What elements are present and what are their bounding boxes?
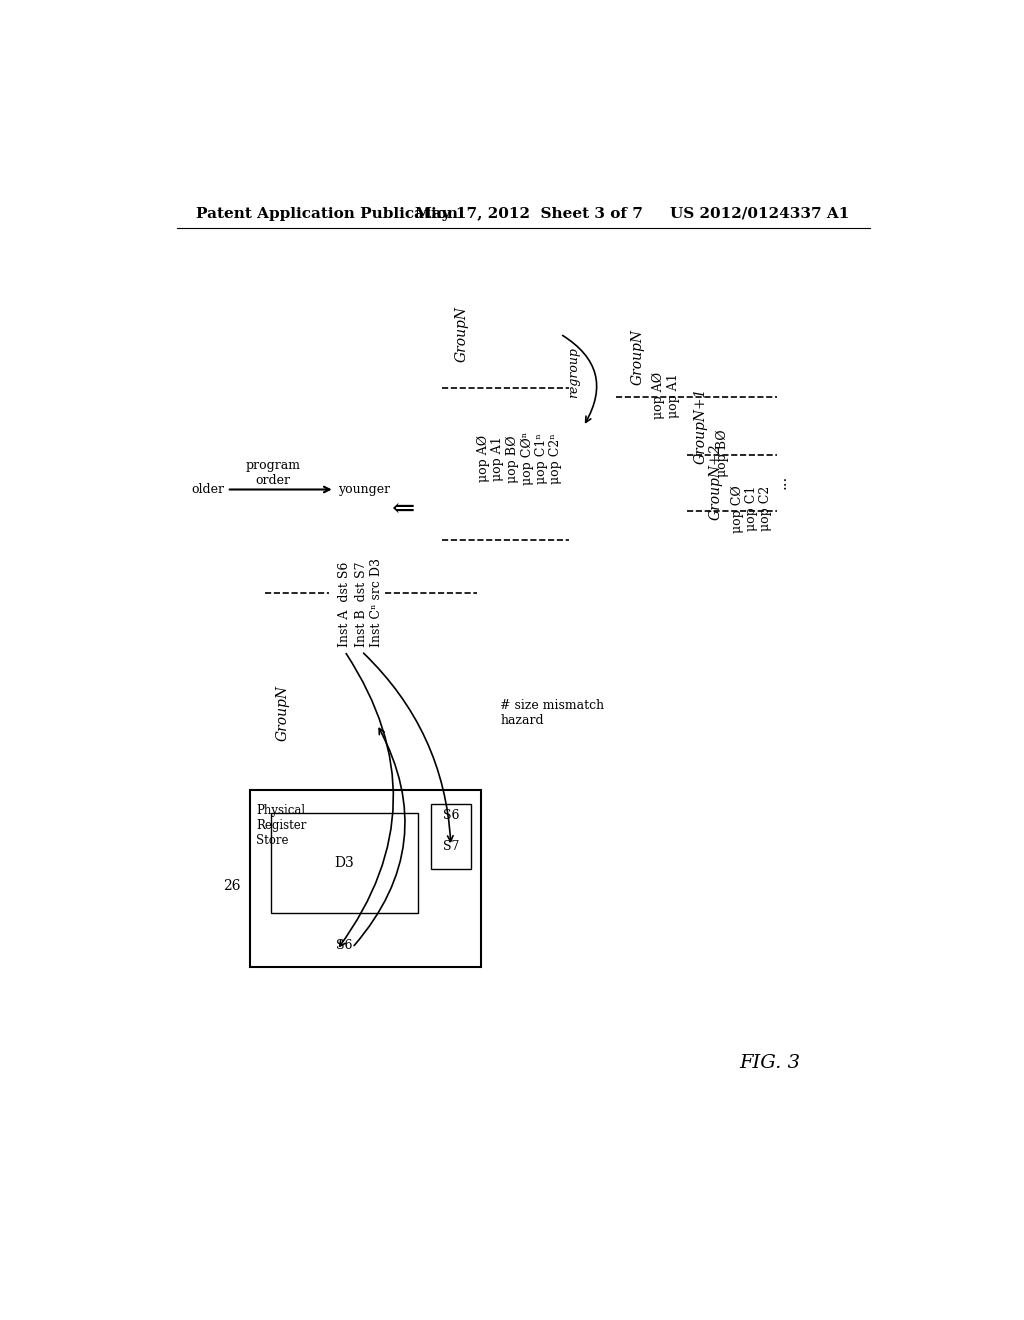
Text: GroupN: GroupN — [455, 306, 469, 362]
Text: μop BØ: μop BØ — [506, 434, 519, 483]
Text: GroupN+1: GroupN+1 — [693, 387, 708, 463]
Text: μop AØ: μop AØ — [476, 436, 489, 482]
Text: GroupN: GroupN — [630, 329, 644, 385]
Text: Patent Application Publication: Patent Application Publication — [196, 207, 458, 220]
Text: GroupN+2: GroupN+2 — [709, 444, 723, 520]
Text: US 2012/0124337 A1: US 2012/0124337 A1 — [670, 207, 849, 220]
Text: S7: S7 — [442, 840, 459, 853]
Text: μop C2: μop C2 — [759, 486, 771, 532]
Text: younger: younger — [339, 483, 390, 496]
Bar — [271, 813, 418, 913]
Text: ⇐: ⇐ — [392, 495, 416, 523]
Text: μop BØ: μop BØ — [716, 429, 728, 477]
Text: μop C1ⁿ: μop C1ⁿ — [536, 433, 548, 484]
Text: Inst Cⁿ src D3: Inst Cⁿ src D3 — [371, 558, 383, 647]
Text: program
order: program order — [246, 458, 300, 487]
Text: μop CØⁿ: μop CØⁿ — [521, 432, 535, 486]
Text: μop C1: μop C1 — [744, 486, 758, 532]
Text: μop CØ: μop CØ — [731, 484, 743, 533]
Text: May 17, 2012  Sheet 3 of 7: May 17, 2012 Sheet 3 of 7 — [416, 207, 643, 220]
Text: FIG. 3: FIG. 3 — [739, 1055, 800, 1072]
Bar — [431, 804, 471, 869]
Text: D3: D3 — [335, 855, 354, 870]
Text: Inst A  dst S6: Inst A dst S6 — [338, 562, 351, 647]
Text: S6: S6 — [336, 939, 353, 952]
Text: μop A1: μop A1 — [667, 374, 680, 418]
Text: # size mismatch
hazard: # size mismatch hazard — [500, 698, 604, 727]
Text: μop C2ⁿ: μop C2ⁿ — [549, 433, 562, 484]
Text: 26: 26 — [223, 879, 241, 894]
Bar — [250, 789, 481, 966]
Text: GroupN: GroupN — [276, 685, 290, 741]
Text: ...: ... — [774, 475, 788, 488]
Text: Inst B  dst S7: Inst B dst S7 — [355, 562, 368, 647]
Text: Physical
Register
Store: Physical Register Store — [256, 804, 306, 846]
Text: older: older — [191, 483, 224, 496]
Text: regroup: regroup — [567, 347, 580, 397]
Text: μop AØ: μop AØ — [651, 372, 665, 420]
Text: μop A1: μop A1 — [490, 437, 504, 480]
Text: S6: S6 — [442, 809, 459, 822]
